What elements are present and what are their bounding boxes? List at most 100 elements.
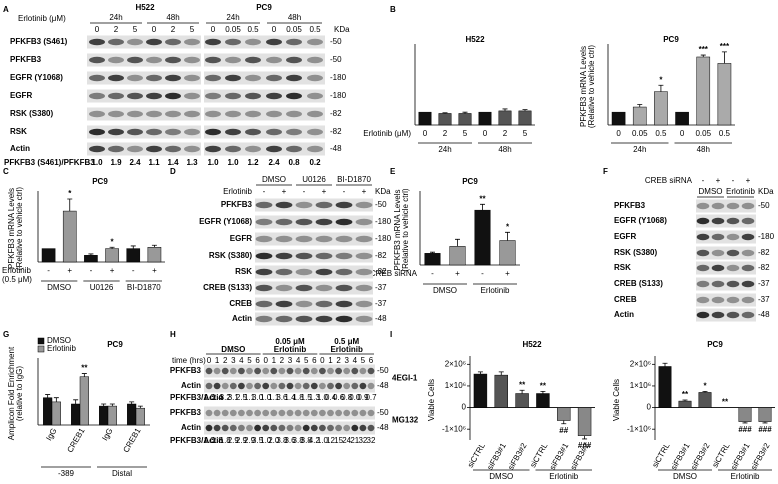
blot-band	[335, 218, 353, 226]
panel-letter: C	[3, 167, 9, 176]
blot-band	[205, 74, 221, 82]
row-label: EGFR	[614, 232, 636, 241]
blot-band	[335, 268, 353, 276]
error-bar	[637, 104, 643, 108]
mw-marker: -50	[377, 408, 389, 417]
row-label: EGFR (Y1068)	[199, 217, 252, 226]
blot-band	[89, 38, 105, 46]
bar	[41, 248, 56, 263]
x-tick-label: +	[152, 266, 157, 275]
bar	[51, 401, 61, 426]
y-axis-label: (Relative to vehicle ctrl)	[15, 187, 24, 270]
mw-marker: -48	[330, 144, 342, 153]
x-tick-label: 0.5	[719, 129, 731, 138]
ratio-value: 1.9	[110, 158, 122, 167]
blot-band	[213, 409, 221, 417]
row-label: Actin	[614, 310, 634, 319]
ratio-value: 1.4	[284, 393, 296, 402]
blot-band	[302, 424, 310, 432]
blot-band	[310, 409, 318, 417]
blot-band	[213, 382, 221, 390]
time-label: 6	[312, 356, 317, 365]
mw-marker: -82	[375, 267, 387, 276]
blot-band	[696, 280, 710, 288]
blot-band	[741, 296, 755, 304]
blot-band	[318, 424, 326, 432]
blot-band	[146, 110, 162, 118]
bar	[611, 111, 626, 126]
blot-band	[89, 56, 105, 64]
blot-band	[327, 424, 334, 432]
y-tick-label: -1×10⁶	[627, 424, 651, 433]
mw-marker: -50	[330, 55, 342, 64]
blot-band	[245, 38, 261, 46]
x-tick-label: +	[505, 269, 510, 278]
blot-band	[343, 367, 351, 375]
ratio-value: 32	[358, 436, 367, 445]
chart-title: H522	[465, 35, 485, 44]
group-label: DMSO	[262, 175, 286, 184]
ratio-value: 2.9	[236, 436, 248, 445]
significance-label: **	[722, 398, 729, 407]
dose-label: 0	[211, 25, 216, 34]
blot-band	[286, 92, 302, 100]
blot-band	[318, 409, 326, 417]
blot-band	[359, 409, 367, 417]
blot-band	[278, 382, 286, 390]
blot-strip	[87, 89, 201, 103]
blot-band	[213, 424, 221, 432]
ratio-value: 1.0	[317, 436, 329, 445]
blot-band	[270, 409, 278, 417]
bar	[515, 393, 529, 408]
row-label: Actin	[181, 381, 201, 390]
blot-band	[89, 128, 105, 136]
blot-band	[108, 74, 124, 82]
bar	[577, 407, 592, 436]
x-tick-label: +	[455, 269, 460, 278]
significance-label: ***	[699, 45, 709, 54]
error-bar	[151, 244, 157, 248]
blot-band	[127, 128, 143, 136]
mw-marker: -50	[377, 366, 389, 375]
mw-marker: -48	[377, 423, 389, 432]
blot-band	[127, 145, 143, 153]
error-bar	[130, 245, 136, 249]
blot-band	[254, 424, 262, 432]
mw-marker: -37	[375, 283, 387, 292]
blot-band	[275, 284, 293, 292]
blot-band	[165, 128, 181, 136]
y-axis-label: (relative to IgG)	[15, 366, 24, 421]
blot-band	[726, 249, 740, 257]
time-label: 5	[304, 356, 309, 365]
time-label: 0	[320, 356, 325, 365]
x-tick-label: 0	[423, 129, 428, 138]
time-label: 1	[215, 356, 220, 365]
time-label: 3	[344, 356, 349, 365]
blot-strip	[204, 53, 325, 67]
dose-label: 0	[95, 25, 100, 34]
time-label: 5	[361, 356, 366, 365]
x-tick-label: 0	[616, 129, 621, 138]
blot-band	[245, 74, 261, 82]
mw-marker: -50	[375, 200, 387, 209]
x-tick-label: 5	[523, 129, 528, 138]
group-label: DMSO	[47, 283, 71, 292]
blot-band	[327, 367, 334, 375]
blot-band	[246, 382, 253, 390]
blot-band	[127, 74, 143, 82]
x-axis-label: Erlotinib	[2, 266, 31, 275]
significance-label: **	[81, 364, 88, 373]
time-label: 2	[280, 356, 285, 365]
ratio-value: 4.2	[309, 436, 321, 445]
treatment-label: CREB siRNA	[645, 176, 693, 185]
blot-band	[225, 74, 241, 82]
x-tick-label: 5	[463, 129, 468, 138]
ratio-value: 1.0	[91, 158, 103, 167]
blot-band	[266, 92, 282, 100]
ratio-value: 1.0	[203, 393, 215, 402]
panel-letter: E	[390, 167, 396, 176]
bar	[557, 407, 571, 421]
ratio-value: 0.2	[309, 158, 321, 167]
blot-band	[726, 217, 740, 225]
group-label: BI-D1870	[127, 283, 161, 292]
